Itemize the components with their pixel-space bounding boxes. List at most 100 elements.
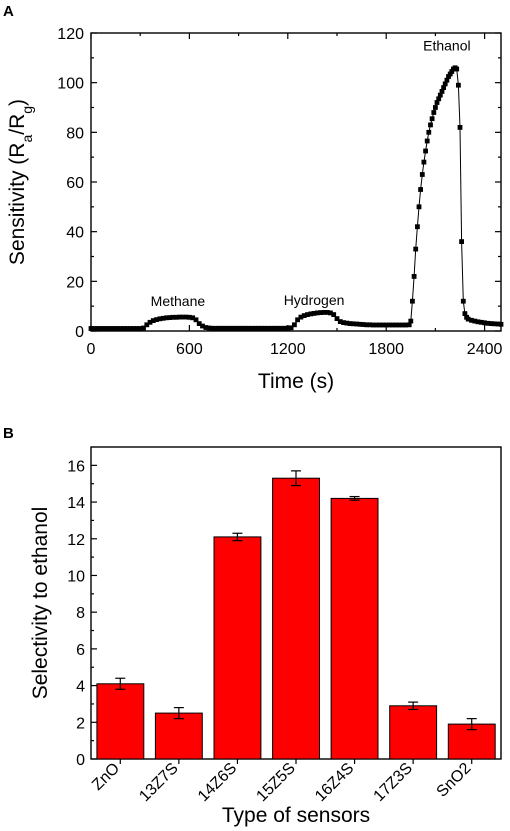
data-point [462, 311, 468, 316]
data-point [170, 314, 176, 320]
data-point [431, 110, 437, 115]
bar-14Z6S [213, 536, 262, 760]
data-point [173, 314, 179, 320]
data-point [344, 320, 350, 326]
data-point [357, 321, 363, 327]
data-point [419, 172, 425, 177]
data-point [144, 322, 150, 328]
data-point [232, 325, 238, 331]
data-point [196, 321, 202, 326]
data-point [437, 92, 443, 98]
data-point [105, 326, 110, 331]
data-point [460, 298, 466, 304]
x-tick-label: 0 [87, 341, 96, 358]
data-point [416, 204, 422, 210]
data-point [485, 320, 491, 326]
data-point [439, 89, 445, 94]
data-point [141, 325, 146, 331]
data-point [288, 325, 294, 331]
y-tick-label: 0 [75, 324, 84, 341]
data-point [449, 69, 455, 74]
data-point [229, 325, 235, 331]
data-point [177, 314, 182, 320]
data-point [285, 325, 291, 331]
bar-ZnO [96, 683, 145, 760]
data-point [272, 325, 278, 331]
data-point [424, 138, 430, 144]
data-point [295, 317, 300, 323]
data-point [418, 187, 423, 192]
panel-a-letter: A [3, 3, 14, 20]
data-point [187, 314, 192, 320]
data-point [88, 326, 94, 331]
data-point [411, 274, 417, 279]
data-point [351, 321, 356, 327]
x-tick-label: 17Z3S [371, 760, 416, 805]
y-tick-label: 80 [66, 125, 84, 142]
y-tick-label: 60 [66, 175, 84, 192]
data-point [410, 298, 415, 304]
data-point [321, 310, 327, 315]
data-point [305, 312, 310, 317]
panel-b-chart: B 0 2 4 6 8 10 12 14 16 ZnO 13Z7S 14Z6S 15Z5S 16Z4S 17… [3, 425, 502, 827]
data-point [249, 325, 255, 331]
x-tick-label: 15Z5S [253, 760, 298, 805]
data-point [318, 310, 323, 315]
data-point [242, 325, 248, 331]
data-point [216, 325, 222, 331]
data-point [447, 71, 453, 77]
data-point [423, 148, 428, 154]
data-point [465, 316, 471, 322]
panel-a-x-axis-title: Time (s) [258, 370, 334, 393]
data-point [334, 316, 340, 321]
data-point [298, 314, 304, 320]
data-point [482, 320, 487, 326]
data-point [374, 322, 379, 328]
data-point [308, 311, 314, 317]
data-point [413, 246, 419, 252]
data-point [367, 322, 373, 328]
panel-a-series [88, 65, 504, 331]
data-point [441, 85, 446, 90]
data-point [454, 66, 460, 72]
panel-a-ticks: 0 600 1200 1800 2400 0 20 40 60 80 100 120 [57, 26, 502, 358]
data-point [114, 326, 120, 331]
data-point [400, 322, 405, 328]
data-point [269, 325, 274, 331]
data-point [259, 325, 264, 331]
data-point [95, 326, 100, 331]
data-point [408, 318, 414, 324]
y-tick-label: 10 [67, 568, 85, 585]
x-tick-label: 600 [176, 341, 203, 358]
data-point [226, 325, 232, 331]
data-point [252, 325, 258, 331]
bar-15Z5S [272, 477, 321, 760]
data-point [406, 322, 412, 328]
data-point [200, 323, 205, 329]
data-point [436, 96, 442, 102]
annotation-label: Ethanol [423, 37, 470, 53]
data-point [292, 322, 297, 328]
data-point [472, 318, 478, 324]
data-point [383, 322, 389, 328]
data-point [275, 325, 281, 331]
data-point [193, 317, 199, 323]
data-point [128, 326, 133, 331]
data-point [282, 325, 287, 331]
x-tick-label: 1200 [270, 341, 306, 358]
data-point [108, 326, 114, 331]
data-point [239, 325, 245, 331]
y-tick-label: 100 [57, 76, 84, 93]
data-point [183, 314, 189, 320]
data-point [380, 322, 386, 328]
data-point [444, 77, 450, 83]
data-point [328, 310, 333, 316]
data-point [101, 326, 107, 331]
data-point [393, 322, 399, 328]
y-tick-label: 6 [76, 642, 85, 659]
annotation-label: Methane [151, 293, 206, 309]
y-tick-label: 4 [76, 679, 85, 696]
data-point [421, 159, 427, 165]
data-point [459, 239, 464, 244]
x-tick-label: 1800 [368, 341, 404, 358]
